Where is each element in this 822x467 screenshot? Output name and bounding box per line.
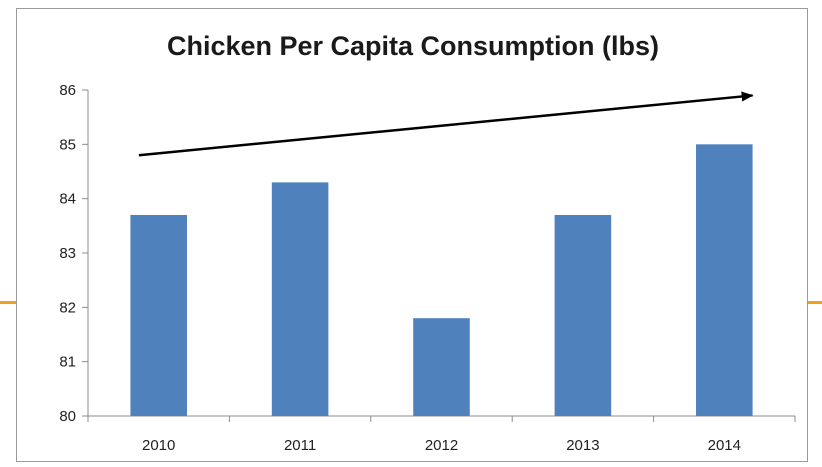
- x-tick-label: 2012: [425, 437, 458, 454]
- trend-arrow: [138, 91, 754, 157]
- bar-2014: [696, 144, 753, 417]
- y-tick-label: 86: [59, 82, 76, 99]
- y-tick-label: 85: [59, 136, 76, 153]
- y-tick-label: 83: [59, 245, 76, 262]
- y-axis: 80 81 82 83 84 85 86: [59, 82, 89, 425]
- x-tick-label: 2010: [142, 437, 175, 454]
- bar-2010: [130, 214, 187, 416]
- bar-2013: [554, 214, 612, 416]
- y-tick-label: 84: [59, 191, 76, 208]
- x-tick-label: 2013: [566, 437, 599, 454]
- y-tick-label: 82: [59, 299, 76, 316]
- x-tick-label: 2011: [284, 437, 316, 454]
- annotations: [138, 91, 754, 157]
- bar-2012: [413, 318, 470, 416]
- bar-2011: [271, 182, 329, 416]
- y-tick-label: 81: [59, 354, 76, 371]
- bars: [130, 144, 753, 417]
- slide-accent-rule-right: [800, 301, 822, 304]
- y-tick-label: 80: [59, 408, 76, 425]
- x-tick-label: 2014: [708, 437, 741, 454]
- chart-title: Chicken Per Capita Consumption (lbs): [167, 31, 659, 61]
- x-axis: 2010 2011 2012 2013 2014: [87, 415, 796, 454]
